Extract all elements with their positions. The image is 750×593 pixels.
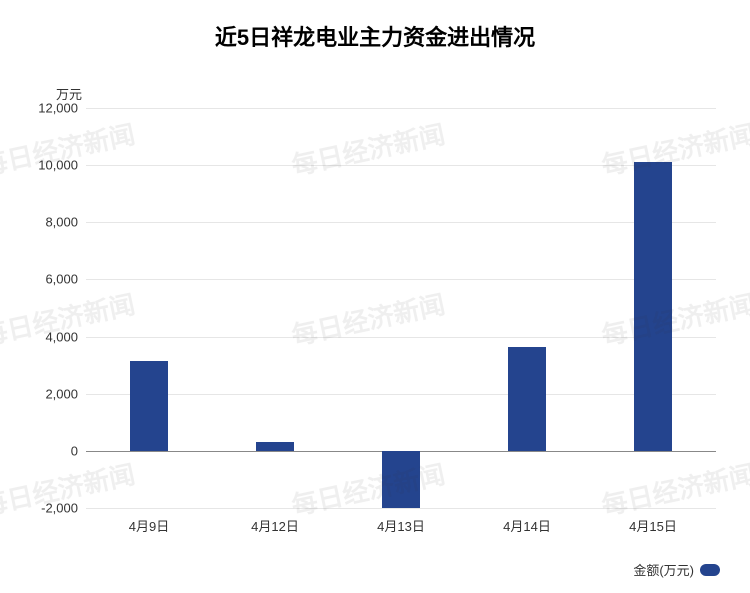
bar	[256, 442, 294, 451]
plot-area: -2,00002,0004,0006,0008,00010,00012,0004…	[86, 108, 716, 508]
y-tick-label: 2,000	[45, 386, 86, 401]
legend-label: 金额(万元)	[633, 560, 694, 579]
gridline	[86, 279, 716, 280]
gridline	[86, 165, 716, 166]
gridline	[86, 222, 716, 223]
y-tick-label: -2,000	[41, 501, 86, 516]
legend: 金额(万元)	[633, 560, 720, 579]
y-tick-label: 6,000	[45, 272, 86, 287]
x-tick-label: 4月9日	[129, 508, 169, 535]
x-tick-label: 4月15日	[629, 508, 677, 535]
x-tick-label: 4月12日	[251, 508, 299, 535]
bar	[382, 451, 420, 508]
x-tick-label: 4月13日	[377, 508, 425, 535]
gridline	[86, 108, 716, 109]
gridline	[86, 337, 716, 338]
y-tick-label: 4,000	[45, 329, 86, 344]
y-tick-label: 10,000	[38, 158, 86, 173]
y-tick-label: 8,000	[45, 215, 86, 230]
y-tick-label: 0	[71, 443, 86, 458]
legend-swatch	[700, 564, 720, 576]
bar	[634, 162, 672, 451]
gridline	[86, 394, 716, 395]
bar	[130, 361, 168, 451]
bar	[508, 347, 546, 451]
y-tick-label: 12,000	[38, 101, 86, 116]
x-tick-label: 4月14日	[503, 508, 551, 535]
chart-container: 近5日祥龙电业主力资金进出情况 万元 -2,00002,0004,0006,00…	[0, 0, 750, 593]
chart-title: 近5日祥龙电业主力资金进出情况	[0, 0, 750, 52]
